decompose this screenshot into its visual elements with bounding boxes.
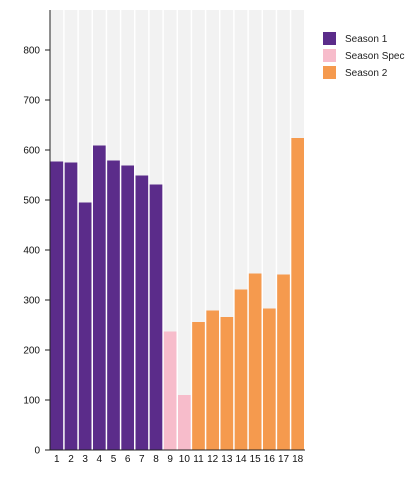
bar-16 (263, 308, 276, 450)
x-tick-label: 5 (111, 454, 117, 465)
y-tick-label: 400 (23, 246, 40, 257)
x-tick-label: 10 (179, 454, 191, 465)
x-tick-label: 6 (125, 454, 131, 465)
x-tick-label: 13 (221, 454, 233, 465)
legend-swatch (323, 66, 336, 79)
x-tick-label: 18 (292, 454, 304, 465)
bar-1 (50, 161, 64, 450)
bars (50, 138, 304, 450)
legend-label: Season 1 (345, 34, 388, 45)
y-tick-label: 500 (23, 196, 40, 207)
bar-track (178, 10, 191, 450)
bar-17 (277, 274, 290, 450)
x-tick-label: 1 (54, 454, 60, 465)
x-tick-label: 16 (264, 454, 276, 465)
bar-12 (206, 310, 219, 450)
y-tick-label: 300 (23, 296, 40, 307)
x-tick-label: 4 (97, 454, 103, 465)
y-tick-label: 0 (34, 446, 40, 457)
bar-2 (64, 162, 78, 450)
y-axis-ticks: 0 100 200 300 400 500 600 700 800 (23, 46, 50, 457)
bar-8 (149, 184, 163, 450)
bar-7 (135, 175, 149, 450)
legend-swatch (323, 49, 336, 62)
bar-15 (248, 273, 262, 450)
bar-13 (220, 317, 234, 450)
legend: Season 1 Season Spec Season 2 (323, 32, 405, 79)
bar-11 (192, 322, 205, 450)
x-tick-label: 2 (68, 454, 74, 465)
x-tick-label: 3 (82, 454, 88, 465)
y-tick-label: 200 (23, 346, 40, 357)
legend-label: Season 2 (345, 68, 388, 79)
legend-label: Season Spec (345, 51, 405, 62)
bar-6 (121, 165, 134, 450)
x-axis-ticks: 1 2 3 4 5 6 7 8 9 10 11 12 13 14 15 16 17 18 (54, 454, 304, 465)
x-tick-label: 7 (139, 454, 145, 465)
bar-18 (291, 138, 304, 450)
x-tick-label: 11 (193, 454, 204, 465)
bar-10 (178, 395, 191, 450)
bar-14 (234, 289, 248, 450)
bar-5 (107, 160, 120, 450)
x-tick-label: 12 (207, 454, 219, 465)
x-tick-label: 9 (167, 454, 173, 465)
x-tick-label: 17 (278, 454, 290, 465)
x-tick-label: 8 (153, 454, 159, 465)
legend-swatch (323, 32, 336, 45)
y-tick-label: 800 (23, 46, 40, 57)
y-tick-label: 700 (23, 96, 40, 107)
bar-3 (78, 202, 92, 450)
y-tick-label: 600 (23, 146, 40, 157)
bar-9 (163, 331, 177, 450)
y-tick-label: 100 (23, 396, 40, 407)
x-tick-label: 14 (235, 454, 247, 465)
bar-4 (93, 145, 106, 450)
x-tick-label: 15 (250, 454, 262, 465)
